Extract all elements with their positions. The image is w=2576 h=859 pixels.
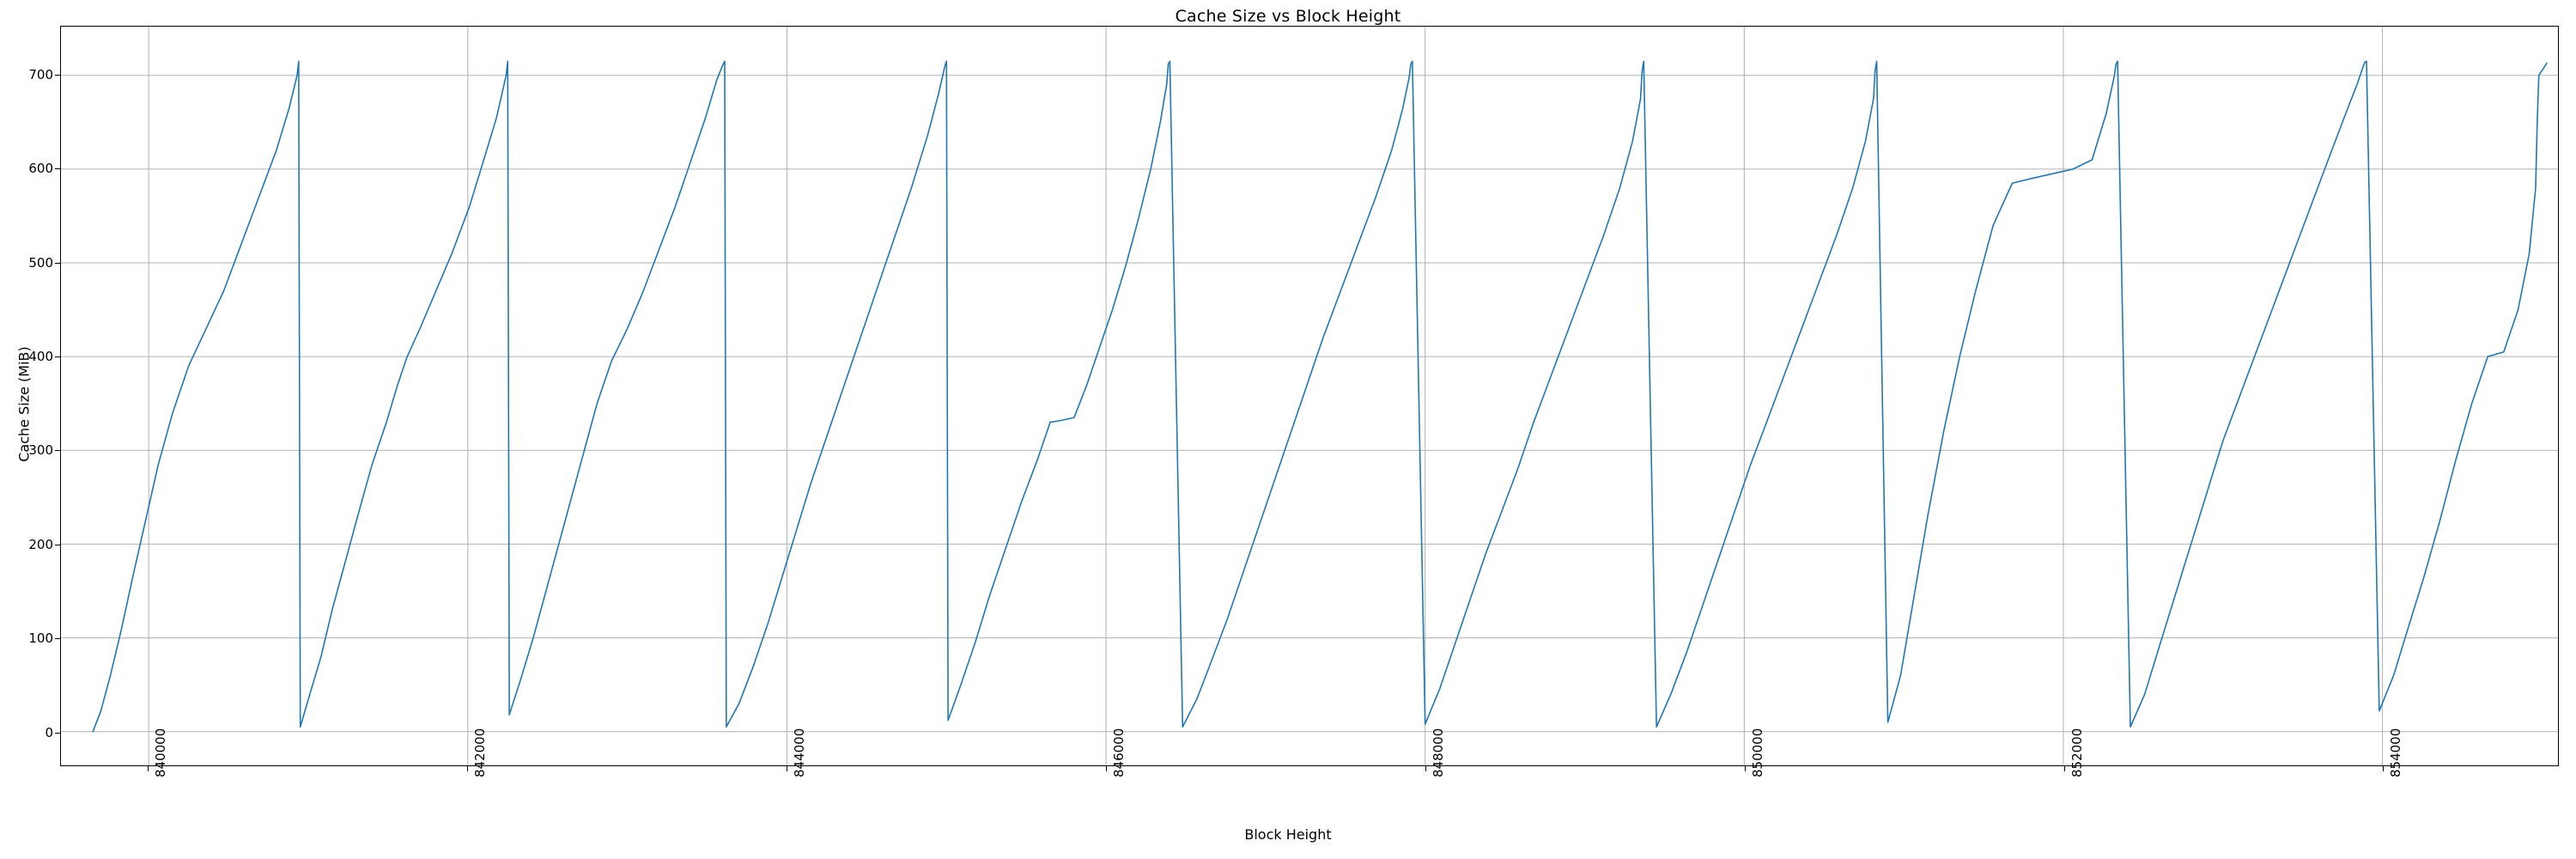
x-tick-mark — [1425, 766, 1426, 771]
y-axis-label: Cache Size (MiB) — [15, 346, 33, 462]
y-tick-mark — [55, 168, 60, 170]
y-tick-label: 700 — [28, 66, 53, 82]
x-tick-mark — [2383, 766, 2385, 771]
y-tick-mark — [55, 356, 60, 358]
y-tick-label: 600 — [28, 161, 53, 177]
x-tick-label: 852000 — [2069, 728, 2085, 777]
x-tick-mark — [1744, 766, 1746, 771]
x-axis-label: Block Height — [1244, 826, 1332, 843]
x-tick-label: 842000 — [472, 728, 489, 777]
x-tick-mark — [148, 766, 149, 771]
x-tick-mark — [2063, 766, 2065, 771]
y-tick-mark — [55, 450, 60, 452]
x-tick-label: 850000 — [1749, 728, 1765, 777]
x-tick-label: 848000 — [1430, 728, 1446, 777]
x-tick-label: 854000 — [2388, 728, 2404, 777]
y-tick-label: 100 — [28, 631, 53, 647]
y-tick-label: 0 — [45, 724, 53, 740]
y-tick-label: 300 — [28, 442, 53, 459]
series-cache-size-line — [61, 27, 2558, 765]
y-tick-mark — [55, 262, 60, 264]
x-tick-mark — [467, 766, 469, 771]
y-tick-label: 500 — [28, 254, 53, 271]
cache-size-polyline — [93, 61, 2547, 731]
plot-area — [60, 26, 2559, 766]
y-tick-label: 200 — [28, 536, 53, 552]
y-tick-label: 400 — [28, 349, 53, 365]
x-tick-label: 844000 — [792, 728, 808, 777]
gridlines — [61, 27, 2558, 765]
x-tick-label: 846000 — [1110, 728, 1127, 777]
y-tick-mark — [55, 732, 60, 734]
y-tick-mark — [55, 74, 60, 76]
chart-title: Cache Size vs Block Height — [1175, 7, 1401, 26]
y-tick-mark — [55, 638, 60, 640]
x-tick-label: 840000 — [153, 728, 169, 777]
x-tick-mark — [1105, 766, 1107, 771]
